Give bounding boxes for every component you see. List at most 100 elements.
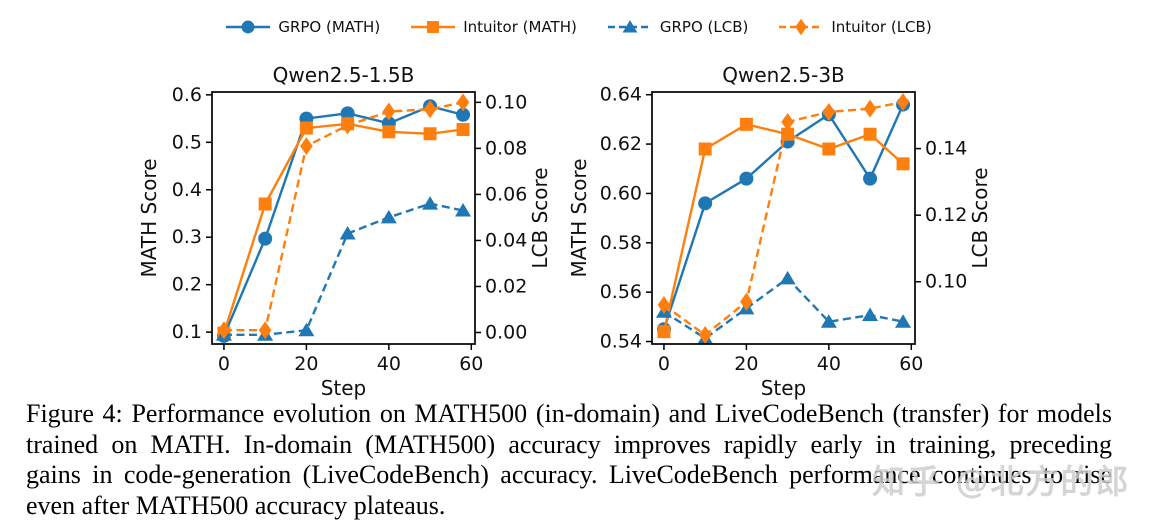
x-tick-label: 0	[218, 353, 230, 375]
data-point-marker	[863, 127, 877, 141]
legend-label: GRPO (LCB)	[659, 18, 749, 36]
data-point-marker	[382, 102, 396, 121]
plot-frame	[211, 91, 476, 345]
x-tick-label: 40	[377, 353, 401, 375]
data-point-marker	[380, 209, 397, 224]
legend-glyph	[622, 20, 638, 33]
data-point-marker	[820, 314, 837, 328]
y-tick-label-right: 0.10	[925, 271, 967, 293]
y-tick-label-left: 0.56	[600, 281, 642, 303]
caption-line: even after MATH500 accuracy plateaus.	[26, 490, 446, 520]
legend-label: Intuitor (MATH)	[463, 18, 577, 36]
data-point-marker	[423, 100, 437, 119]
y-tick-label-right: 0.02	[485, 275, 527, 297]
data-point-marker	[739, 171, 754, 186]
y-tick-label-left: 0.5	[172, 131, 202, 153]
x-tick-label: 20	[734, 353, 758, 375]
series-group	[655, 92, 912, 344]
zhihu-watermark: 知乎 @北方的郎	[872, 462, 1131, 501]
y-tick-label-left: 0.1	[172, 321, 202, 343]
chart-panel-qwen2.5-1.5b: Qwen2.5-1.5B 0.1 0.2 0.3 0.4 0.5 0.6 0.00 0.02 0.…	[137, 62, 585, 404]
data-point-marker	[456, 93, 470, 112]
y-tick-label-left: 0.2	[172, 274, 202, 296]
legend-marker-square	[411, 21, 456, 33]
y-axis-label-left: MATH Score	[570, 158, 591, 277]
y-tick-label-right: 0.00	[485, 321, 527, 343]
y-axis-label-right: LCB Score	[968, 167, 992, 268]
data-point-marker	[781, 112, 794, 131]
series-line	[222, 122, 464, 334]
data-point-marker	[779, 270, 796, 285]
x-tick-label: 60	[899, 353, 923, 375]
legend-glyph	[427, 21, 440, 33]
y-tick-label-left: 0.4	[172, 179, 202, 201]
chart-svg: Qwen2.5-1.5B 0.1 0.2 0.3 0.4 0.5 0.6 0.00 0.02 0.…	[137, 63, 552, 400]
chart-title: Qwen2.5-3B	[722, 63, 845, 87]
data-point-marker	[896, 157, 910, 171]
x-axis-label: Step	[321, 376, 367, 400]
data-point-marker	[698, 142, 712, 156]
data-point-marker	[382, 125, 396, 139]
data-point-marker	[423, 127, 437, 141]
data-point-marker	[258, 231, 273, 246]
data-point-marker	[698, 326, 712, 344]
legend-label: GRPO (MATH)	[278, 18, 381, 36]
y-tick-label-right: 0.06	[485, 183, 527, 205]
y-tick-label-right: 0.10	[485, 91, 527, 113]
data-point-marker	[456, 107, 471, 122]
data-point-marker	[258, 321, 272, 340]
y-axis-label-right: LCB Score	[528, 167, 552, 268]
caption-line: gains in code-generation (LiveCodeBench)…	[26, 460, 1112, 489]
y-tick-label-left: 0.3	[172, 226, 202, 248]
data-point-marker	[422, 196, 439, 210]
series-group	[215, 93, 472, 343]
chart-title: Qwen2.5-1.5B	[273, 63, 415, 87]
x-tick-label: 60	[459, 353, 483, 375]
data-point-marker	[298, 322, 315, 337]
legend-label: Intuitor (LCB)	[831, 18, 932, 36]
data-point-marker	[862, 307, 879, 322]
chart-legend: GRPO (MATH) Intuitor (MATH) GRPO (LCB) Intu…	[0, 16, 1157, 38]
data-point-marker	[339, 226, 356, 240]
data-point-marker	[822, 142, 836, 156]
y-tick-label-left: 0.60	[600, 182, 642, 204]
legend-glyph	[795, 18, 808, 36]
caption-line: Figure 4: Performance evolution on MATH5…	[26, 399, 1112, 428]
data-point-marker	[456, 122, 470, 136]
data-point-marker	[455, 203, 472, 217]
y-tick-label-left: 0.6	[172, 84, 202, 106]
legend-marker-triangle	[607, 20, 652, 33]
legend-glyph	[241, 20, 255, 34]
data-point-marker	[341, 116, 354, 135]
data-point-marker	[740, 292, 753, 311]
data-point-marker	[698, 196, 713, 211]
data-point-marker	[863, 99, 877, 118]
legend-item: Intuitor (MATH)	[410, 16, 577, 38]
caption-line: trained on MATH. In-domain (MATH500) acc…	[26, 429, 1112, 459]
plot-frame	[651, 91, 916, 345]
chart-svg: Qwen2.5-3B 0.54 0.56 0.58 0.60 0.62 0.64 0.10 0.…	[567, 63, 992, 400]
y-tick-label-left: 0.64	[600, 84, 642, 106]
legend-marker-circle	[226, 20, 271, 34]
data-point-marker	[300, 137, 313, 156]
legend-item: GRPO (MATH)	[225, 16, 380, 38]
figure-caption: Figure 4: Performance evolution on MATH5…	[26, 399, 1112, 521]
legend-item: Intuitor (LCB)	[778, 16, 932, 38]
legend-marker-diamond	[779, 18, 824, 36]
chart-panel-qwen2.5-3b: Qwen2.5-3B 0.54 0.56 0.58 0.60 0.62 0.64 0.10 0.…	[567, 62, 1015, 404]
data-point-marker	[657, 296, 671, 315]
series-line	[663, 276, 904, 340]
data-point-marker	[340, 106, 355, 121]
legend-item: GRPO (LCB)	[607, 16, 749, 38]
y-tick-label-right: 0.14	[925, 138, 967, 160]
y-tick-label-left: 0.62	[600, 133, 642, 155]
data-point-marker	[896, 92, 910, 111]
y-tick-label-right: 0.04	[485, 229, 527, 251]
data-point-marker	[739, 117, 753, 131]
x-tick-label: 0	[658, 353, 670, 375]
x-axis-label: Step	[761, 376, 807, 400]
y-tick-label-right: 0.08	[485, 137, 527, 159]
x-tick-label: 40	[817, 353, 841, 375]
x-tick-label: 20	[294, 353, 318, 375]
